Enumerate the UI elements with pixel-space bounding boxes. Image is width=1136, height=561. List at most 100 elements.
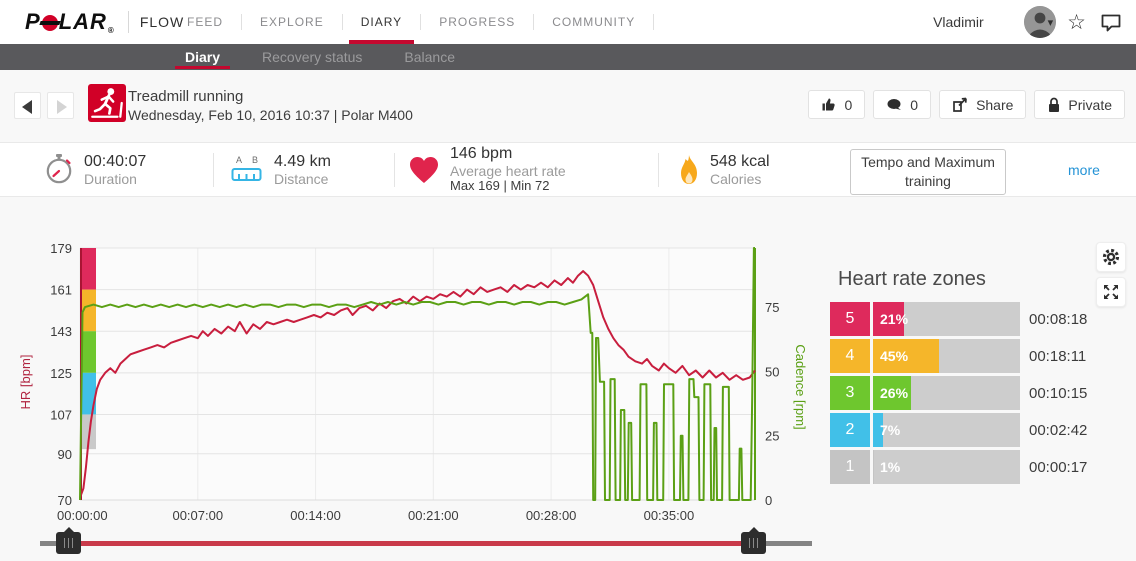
hr-tick-label: 125	[50, 366, 72, 381]
grip-line	[72, 538, 73, 548]
slider-selected-range	[68, 541, 753, 546]
favorites-button[interactable]: ☆	[1067, 12, 1086, 33]
zone-strip-3	[82, 331, 96, 373]
treadmill-running-icon	[88, 84, 126, 122]
zone-number: 4	[830, 339, 870, 373]
cadence-tick-label: 50	[765, 364, 779, 379]
user-name[interactable]: Vladimir	[933, 14, 984, 30]
duration-stat: 00:40:07 Duration	[44, 143, 146, 196]
zone-time: 00:00:17	[1029, 458, 1088, 476]
zone-percent: 45%	[880, 348, 909, 364]
registered-mark: ®	[107, 26, 115, 35]
heart-rate-maxmin: Max 169 | Min 72	[450, 178, 550, 194]
zone-percent: 26%	[880, 385, 909, 401]
like-button[interactable]: 0	[808, 90, 866, 119]
nav-item-community[interactable]: COMMUNITY	[552, 15, 636, 29]
share-label: Share	[976, 96, 1014, 113]
cadence-line	[79, 247, 755, 501]
x-tick-label: 00:21:00	[408, 508, 459, 523]
expand-arrows-icon	[1104, 285, 1118, 299]
grip-line	[753, 538, 754, 548]
activity-title: Treadmill running	[128, 88, 244, 105]
zone-row-1: 1 1% 00:00:17	[830, 450, 1087, 484]
grip-line	[68, 538, 69, 548]
share-icon	[953, 97, 967, 112]
fullscreen-button[interactable]	[1096, 277, 1126, 307]
stat-divider	[658, 153, 659, 187]
polar-logo: P LAR ®	[25, 9, 115, 35]
gear-icon	[1102, 248, 1120, 266]
zone-strip-2	[82, 372, 96, 415]
zone-row-3: 3 26% 00:10:15	[830, 376, 1087, 410]
marker-b: B	[252, 155, 258, 165]
nav-item-progress[interactable]: PROGRESS	[439, 15, 516, 29]
grip-line	[64, 538, 65, 548]
zone-time: 00:08:18	[1029, 310, 1088, 328]
zone-fill	[873, 376, 912, 410]
zones-title: Heart rate zones	[838, 268, 986, 290]
activity-subtitle: Wednesday, Feb 10, 2016 10:37 | Polar M4…	[128, 107, 413, 123]
x-tick-label: 00:00:00	[57, 508, 108, 523]
nav-separator	[653, 14, 655, 30]
messages-button[interactable]	[1100, 13, 1122, 32]
chat-bubble-icon	[1101, 14, 1121, 31]
training-benefit: Tempo and Maximum training	[850, 149, 1006, 195]
heart-rate-value: 146 bpm	[450, 144, 513, 162]
flame-icon	[681, 154, 697, 184]
nav-separator	[241, 14, 243, 30]
previous-session-button[interactable]	[14, 92, 41, 119]
cadence-tick-label: 75	[765, 300, 779, 315]
nav-item-explore[interactable]: EXPLORE	[260, 15, 324, 29]
comment-button[interactable]: 0	[873, 90, 932, 119]
zone-strip-4	[82, 289, 96, 332]
user-menu[interactable]: ▾	[1023, 6, 1056, 38]
duration-label: Duration	[84, 170, 137, 187]
nav-item-feed[interactable]: FEED	[187, 15, 224, 29]
nav-item-diary[interactable]: DIARY	[348, 0, 415, 44]
heart-icon	[410, 156, 438, 183]
chart-settings-button[interactable]	[1096, 242, 1126, 272]
stat-divider	[394, 153, 395, 187]
polar-flow-logo[interactable]: P LAR ® FLOW	[25, 9, 184, 35]
subnav-tab-recovery-status[interactable]: Recovery status	[262, 49, 363, 65]
zone-bar: 26%	[873, 376, 1020, 410]
comment-bubble-icon	[887, 98, 902, 110]
zone-strip-5	[82, 248, 96, 290]
zone-time: 00:10:15	[1029, 384, 1088, 402]
hr-cadence-chart[interactable]: 179 161 143 125 107 90 70 75 50 25 0 00:00:00 00:07:…	[0, 232, 830, 561]
cadence-tick-label: 25	[765, 429, 779, 444]
summary-stats-bar: 00:40:07 Duration A B 4.49 km Distance 1…	[0, 142, 1136, 197]
next-session-button[interactable]	[47, 92, 74, 119]
share-button[interactable]: Share	[939, 90, 1027, 119]
zone-row-2: 2 7% 00:02:42	[830, 413, 1087, 447]
private-label: Private	[1068, 96, 1112, 113]
thumbs-up-icon	[822, 98, 836, 111]
stat-divider	[213, 153, 214, 187]
zone-percent: 7%	[880, 422, 901, 438]
calories-value: 548 kcal	[710, 152, 770, 170]
slider-left-handle[interactable]	[56, 527, 81, 554]
subnav-tab-diary[interactable]: Diary	[174, 44, 231, 70]
duration-value: 00:40:07	[84, 152, 147, 170]
zone-number: 3	[830, 376, 870, 410]
zone-fill	[873, 413, 884, 447]
stopwatch-icon	[46, 153, 72, 183]
activity-header: Treadmill running Wednesday, Feb 10, 201…	[0, 70, 1136, 142]
main-nav: FEED EXPLORE DIARY PROGRESS COMMUNITY	[183, 0, 668, 44]
subnav-tab-balance[interactable]: Balance	[404, 49, 455, 65]
slider-right-handle[interactable]	[741, 527, 766, 554]
more-link[interactable]: more	[1068, 162, 1100, 178]
heart-rate-stat: 146 bpm Average heart rate Max 169 | Min…	[408, 143, 566, 196]
private-button[interactable]: Private	[1034, 90, 1125, 119]
distance-value: 4.49 km	[274, 152, 331, 170]
hr-axis-title: HR [bpm]	[18, 355, 33, 410]
like-count: 0	[844, 96, 853, 113]
zone-number: 5	[830, 302, 870, 336]
chevron-down-icon: ▾	[1047, 16, 1054, 29]
hr-line	[79, 270, 756, 499]
hr-tick-label: 143	[50, 324, 72, 339]
zone-bar: 1%	[873, 450, 1020, 484]
hr-tick-label: 161	[50, 283, 72, 298]
avatar	[1023, 6, 1056, 38]
